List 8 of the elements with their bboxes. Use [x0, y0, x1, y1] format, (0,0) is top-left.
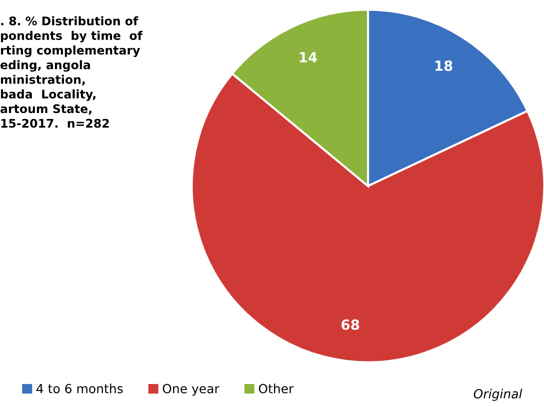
- legend-label: One year: [162, 384, 220, 396]
- text: . 8. % Distribution of pondents by time of rting complementary eding, angola ministration, bada Locality, artoum State, 15-2017. n=282: [0, 16, 143, 128]
- data-label: 18: [435, 60, 452, 71]
- legend-label: 4 to 6 months: [36, 384, 123, 394]
- data-label: 68: [342, 319, 360, 330]
- data-label: 14: [300, 52, 317, 62]
- text: Original: [474, 388, 522, 401]
- legend-label: Other: [258, 384, 294, 394]
